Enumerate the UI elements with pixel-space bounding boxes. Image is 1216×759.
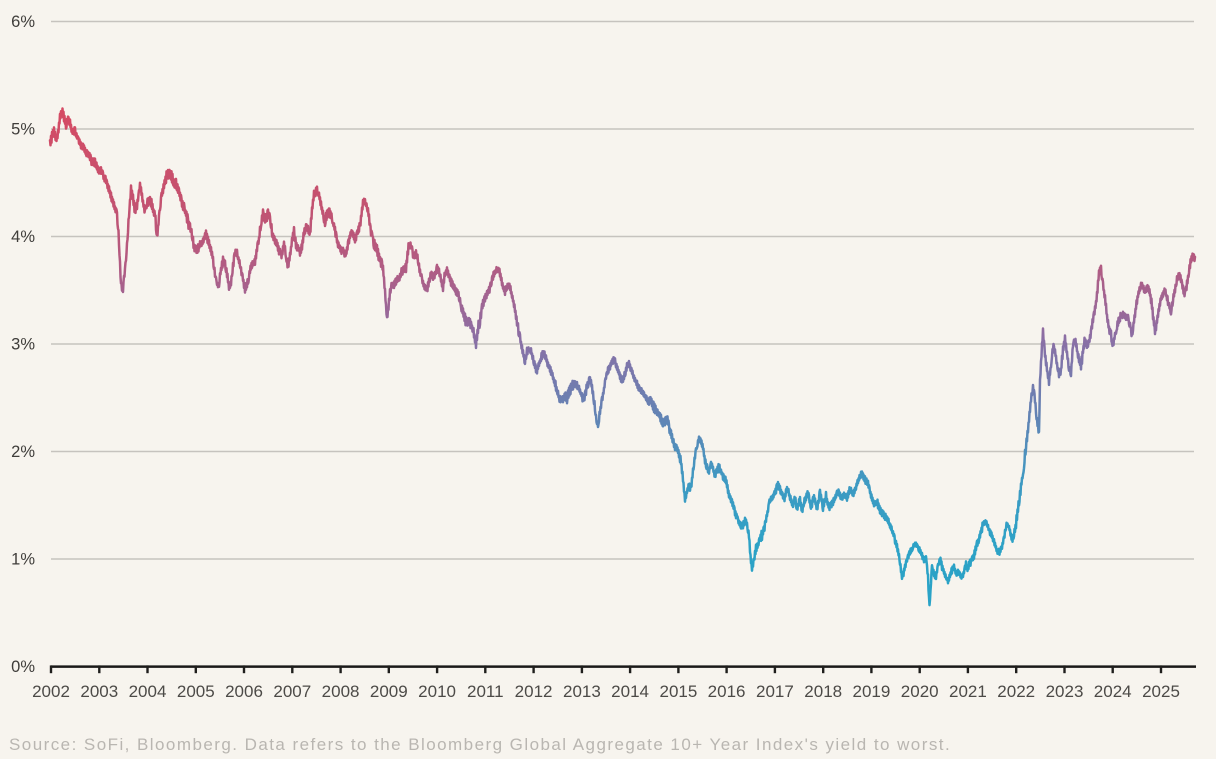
svg-text:2016: 2016 bbox=[708, 682, 746, 701]
svg-text:2013: 2013 bbox=[563, 682, 601, 701]
svg-text:2004: 2004 bbox=[129, 682, 167, 701]
svg-text:2008: 2008 bbox=[322, 682, 360, 701]
svg-text:2005: 2005 bbox=[177, 682, 215, 701]
svg-text:6%: 6% bbox=[11, 13, 35, 31]
svg-text:4%: 4% bbox=[11, 228, 35, 246]
svg-text:2023: 2023 bbox=[1046, 682, 1084, 701]
svg-text:2011: 2011 bbox=[467, 682, 504, 701]
svg-text:2019: 2019 bbox=[852, 682, 890, 701]
svg-text:2003: 2003 bbox=[80, 682, 118, 701]
svg-text:2021: 2021 bbox=[949, 682, 987, 701]
svg-text:2009: 2009 bbox=[370, 682, 408, 701]
svg-text:5%: 5% bbox=[11, 121, 35, 139]
svg-text:2010: 2010 bbox=[418, 682, 456, 701]
svg-text:2015: 2015 bbox=[659, 682, 697, 701]
svg-text:3%: 3% bbox=[11, 336, 35, 354]
svg-text:2002: 2002 bbox=[32, 682, 70, 701]
svg-text:1%: 1% bbox=[11, 551, 35, 569]
svg-text:2020: 2020 bbox=[901, 682, 939, 701]
svg-text:0%: 0% bbox=[11, 658, 35, 676]
svg-text:2024: 2024 bbox=[1094, 682, 1132, 701]
svg-text:2012: 2012 bbox=[515, 682, 553, 701]
svg-text:2%: 2% bbox=[11, 443, 35, 461]
svg-text:2017: 2017 bbox=[756, 682, 794, 701]
svg-text:2014: 2014 bbox=[611, 682, 649, 701]
svg-text:2022: 2022 bbox=[997, 682, 1035, 701]
svg-text:Source: SoFi, Bloomberg. Data: Source: SoFi, Bloomberg. Data refers to … bbox=[9, 735, 951, 754]
svg-text:2007: 2007 bbox=[273, 682, 311, 701]
svg-text:2025: 2025 bbox=[1142, 682, 1180, 701]
svg-text:2006: 2006 bbox=[225, 682, 263, 701]
svg-text:2018: 2018 bbox=[804, 682, 842, 701]
